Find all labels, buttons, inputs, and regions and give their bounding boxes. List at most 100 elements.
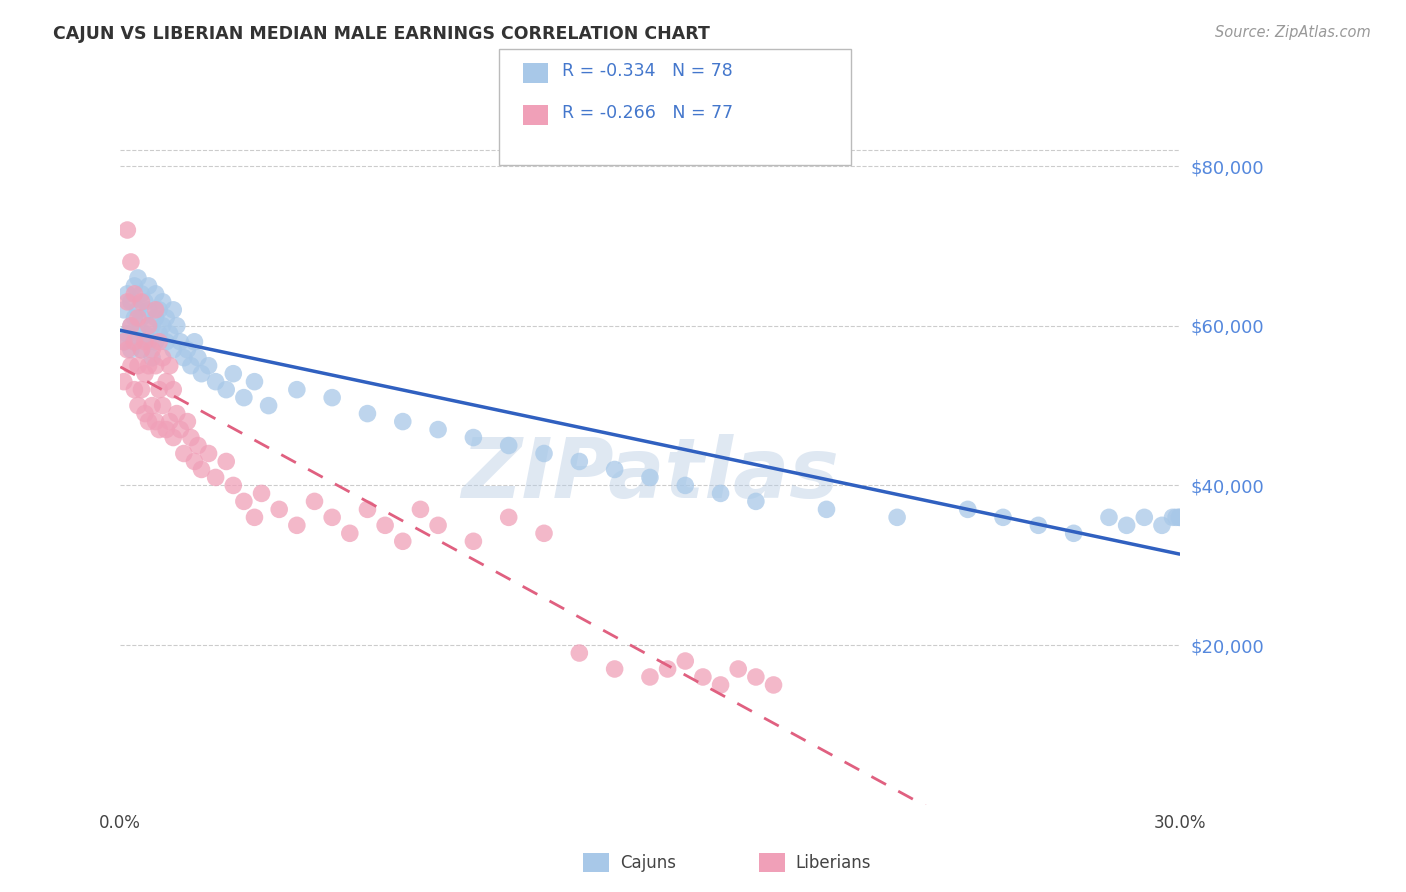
Point (131, 310, 153, 325)
Text: Liberians: Liberians (796, 854, 872, 871)
Point (533, 446, 555, 460)
Point (152, 318, 174, 333)
Point (148, 334, 170, 349)
Point (145, 310, 167, 325)
Point (127, 399, 149, 413)
Point (145, 359, 167, 373)
Point (1150, 518, 1173, 533)
Point (176, 415, 198, 429)
Point (409, 502, 432, 516)
Point (155, 334, 177, 349)
Point (162, 343, 184, 357)
Point (1164, 510, 1187, 524)
Point (131, 383, 153, 397)
Point (568, 646, 591, 660)
Point (1133, 510, 1156, 524)
Point (155, 423, 177, 437)
Point (321, 510, 343, 524)
Point (321, 391, 343, 405)
Point (120, 359, 142, 373)
Point (159, 359, 181, 373)
Point (134, 367, 156, 381)
Point (138, 334, 160, 349)
Point (134, 326, 156, 341)
Point (727, 662, 749, 676)
Point (692, 670, 714, 684)
Point (709, 486, 731, 500)
Point (1115, 518, 1137, 533)
Point (673, 478, 696, 492)
Point (1168, 510, 1191, 524)
Point (112, 334, 135, 349)
Point (173, 351, 195, 365)
Point (131, 294, 153, 309)
Point (1098, 510, 1121, 524)
Point (269, 502, 291, 516)
Point (356, 502, 378, 516)
Point (127, 359, 149, 373)
Point (124, 279, 146, 293)
Point (374, 518, 396, 533)
Point (162, 302, 184, 317)
Point (391, 415, 413, 429)
Point (162, 431, 184, 445)
Point (204, 375, 226, 389)
Point (197, 359, 219, 373)
Point (169, 334, 191, 349)
Point (222, 478, 245, 492)
Point (148, 302, 170, 317)
Point (463, 431, 485, 445)
Point (141, 318, 163, 333)
Point (638, 470, 661, 484)
Point (304, 494, 326, 508)
Point (124, 310, 146, 325)
Point (120, 294, 142, 309)
Point (120, 343, 142, 357)
Point (815, 502, 838, 516)
Point (127, 302, 149, 317)
Point (152, 351, 174, 365)
Point (112, 302, 135, 317)
Point (243, 510, 266, 524)
Point (145, 286, 167, 301)
Point (117, 326, 139, 341)
Point (112, 334, 135, 349)
Point (138, 415, 160, 429)
Text: Cajuns: Cajuns (620, 854, 676, 871)
Point (127, 271, 149, 285)
Point (117, 343, 139, 357)
Point (159, 326, 181, 341)
Point (117, 223, 139, 237)
Point (222, 367, 245, 381)
Point (1028, 518, 1050, 533)
Point (187, 438, 209, 452)
Point (134, 294, 156, 309)
Point (991, 510, 1014, 524)
Point (173, 446, 195, 460)
Point (148, 326, 170, 341)
Point (162, 383, 184, 397)
Point (427, 518, 450, 533)
Text: ZIPatlas: ZIPatlas (461, 434, 839, 515)
Point (138, 302, 160, 317)
Point (141, 351, 163, 365)
Point (131, 343, 153, 357)
Point (603, 462, 626, 476)
Point (1168, 510, 1191, 524)
Point (141, 399, 163, 413)
Text: Source: ZipAtlas.com: Source: ZipAtlas.com (1215, 25, 1371, 40)
Point (169, 423, 191, 437)
Point (166, 407, 188, 421)
Point (463, 534, 485, 549)
Point (427, 423, 450, 437)
Point (215, 454, 238, 468)
Point (709, 678, 731, 692)
Point (183, 454, 205, 468)
Point (134, 407, 156, 421)
Point (180, 359, 202, 373)
Point (131, 286, 153, 301)
Point (131, 343, 153, 357)
Point (117, 294, 139, 309)
Point (657, 662, 679, 676)
Point (498, 510, 520, 524)
